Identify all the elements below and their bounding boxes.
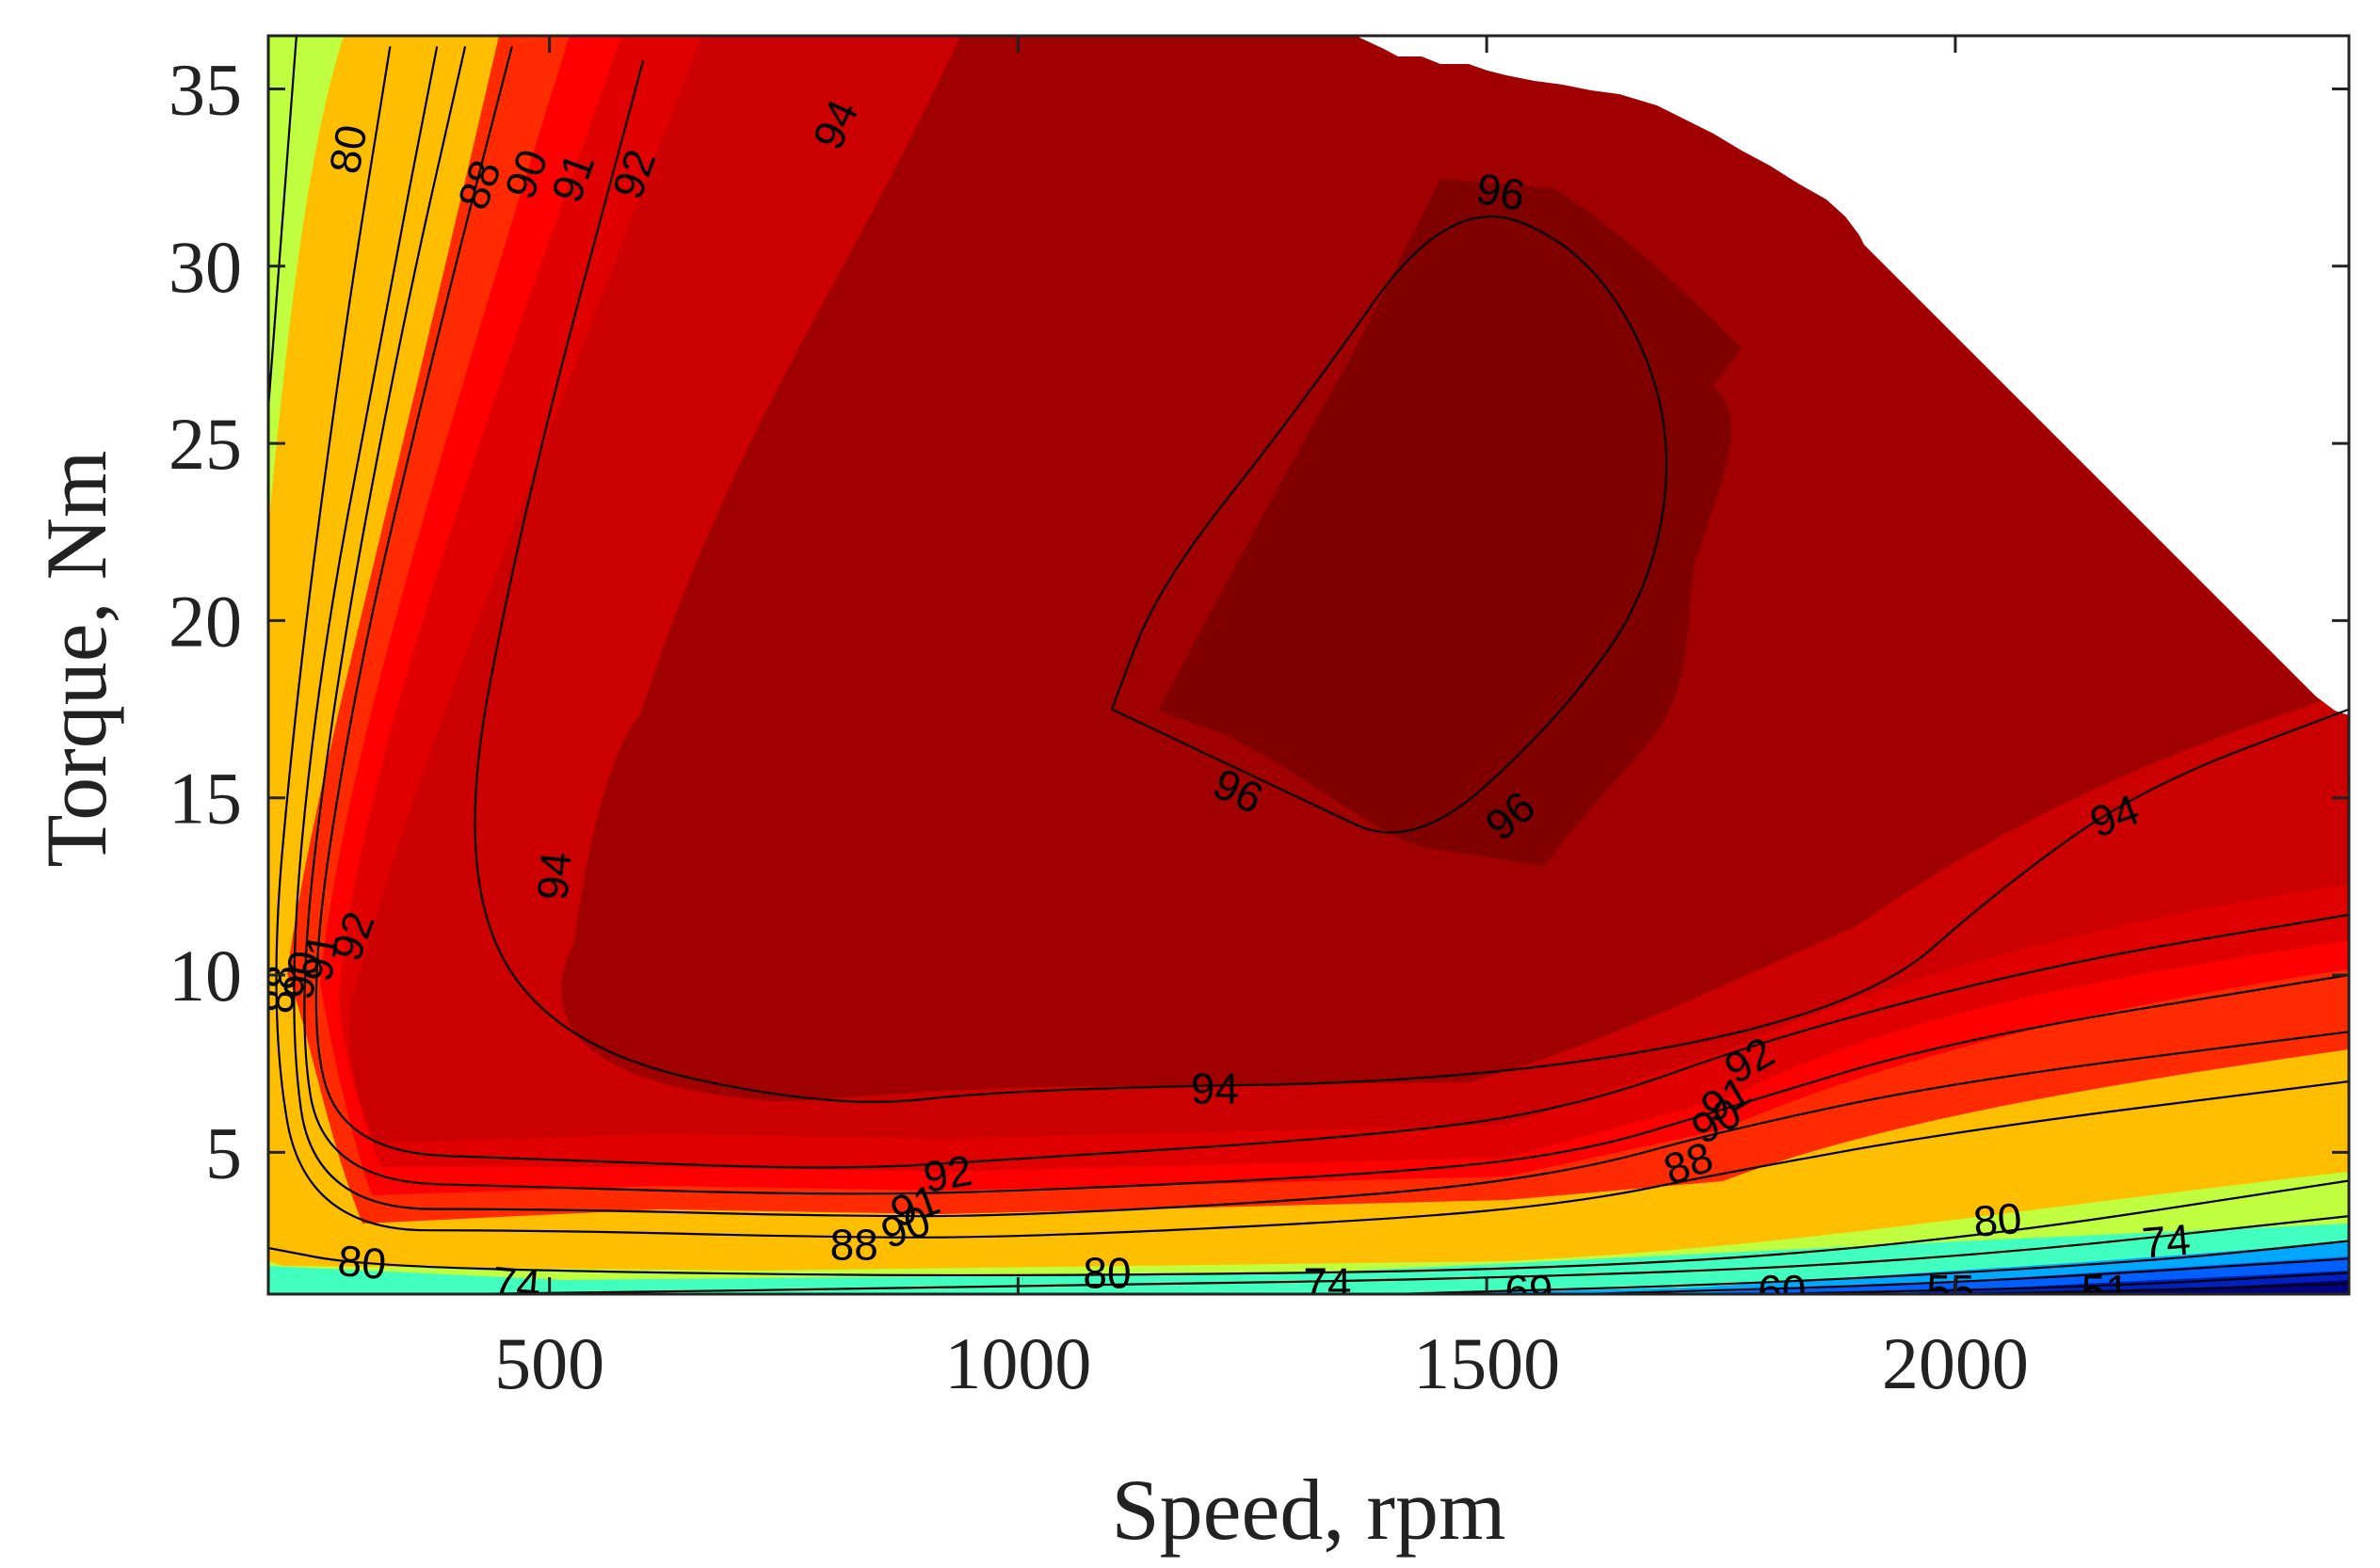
contour-lines — [268, 36, 2349, 1294]
contour-label-88: 88 — [253, 963, 306, 1016]
zone-above-96 — [1158, 179, 1742, 866]
y-tick-label: 20 — [169, 580, 242, 662]
contour-line-96 — [1110, 215, 1668, 834]
contour-label-88: 88 — [830, 1220, 878, 1269]
contour-label-69: 69 — [1504, 1266, 1552, 1315]
y-tick-label: 30 — [169, 226, 242, 308]
contour-line-91 — [303, 46, 2349, 1195]
contour-label-74: 74 — [1303, 1259, 1351, 1308]
contour-label-96: 96 — [1472, 164, 1528, 220]
contour-line-92 — [314, 46, 2349, 1169]
contour-line-94 — [474, 60, 2349, 1103]
axes-frame — [266, 34, 2351, 1296]
contour-line-69 — [1392, 1240, 2349, 1294]
contour-label-80: 80 — [320, 121, 377, 177]
contour-label-91: 91 — [292, 929, 348, 984]
operating-limit-region — [1342, 36, 2349, 715]
y-tick-label: 25 — [169, 403, 242, 485]
y-tick-label: 35 — [169, 48, 242, 130]
y-axis-ticks: 5 10 15 20 25 30 35 — [169, 48, 2349, 1193]
y-tick-label: 10 — [169, 935, 242, 1016]
contour-line-74 — [456, 1215, 2349, 1294]
y-tick-label: 5 — [205, 1112, 242, 1193]
contour-label-92: 92 — [920, 1145, 975, 1202]
contour-label-80: 80 — [336, 1236, 389, 1288]
contour-label-80: 80 — [1971, 1193, 2024, 1246]
contour-label-94: 94 — [1191, 1064, 1239, 1113]
y-axis-title: Torque, Nm — [28, 450, 124, 867]
x-tick-label: 2000 — [1882, 1322, 2029, 1404]
contour-label-74: 74 — [490, 1257, 543, 1310]
contour-label-51: 51 — [2082, 1266, 2130, 1315]
contour-label-74: 74 — [2140, 1214, 2193, 1267]
contour-label-80: 80 — [1083, 1248, 1131, 1297]
contour-line-80 — [268, 1179, 2349, 1277]
contour-line-80 — [268, 36, 298, 408]
contour-label-60: 60 — [1758, 1266, 1806, 1315]
x-tick-label: 1000 — [944, 1322, 1091, 1404]
contour-label-55: 55 — [1926, 1266, 1974, 1315]
x-tick-label: 1500 — [1413, 1322, 1560, 1404]
contour-label-94: 94 — [527, 850, 580, 903]
zone-69-74 — [268, 1224, 2349, 1294]
zone-below-51 — [2024, 1280, 2349, 1294]
x-axis-title: Speed, rpm — [1111, 1462, 1505, 1558]
y-tick-label: 15 — [169, 758, 242, 840]
x-tick-label: 500 — [494, 1322, 604, 1404]
x-axis-ticks: 500 1000 1500 2000 — [494, 36, 2029, 1404]
contour-line-90 — [293, 46, 2349, 1218]
contour-line-88 — [275, 46, 2349, 1239]
